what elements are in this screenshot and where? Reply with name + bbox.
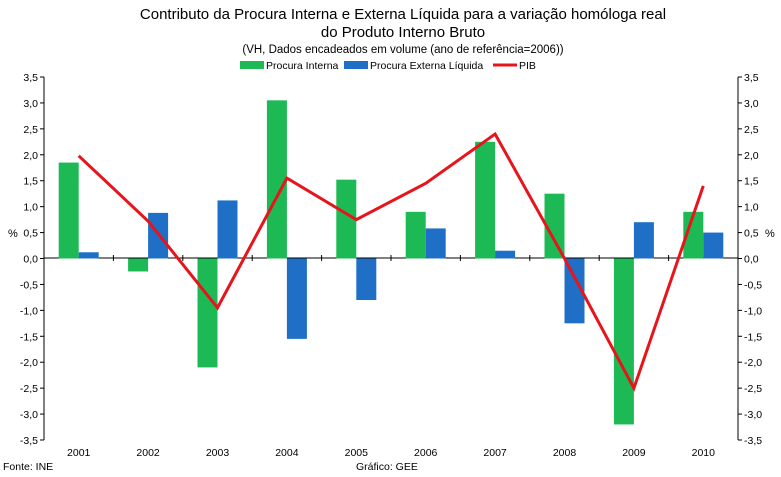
procura-externa-bar-2007 bbox=[495, 250, 516, 259]
y-tick-label-left: 2,0 bbox=[23, 150, 38, 162]
x-tick-label-2007: 2007 bbox=[483, 447, 507, 459]
y-tick-label-left: -1,0 bbox=[20, 305, 38, 317]
procura-interna-bar-2010 bbox=[683, 211, 704, 259]
y-tick-label-right: 0,5 bbox=[744, 228, 759, 240]
x-tick-label-2003: 2003 bbox=[206, 447, 230, 459]
procura-interna-bar-2004 bbox=[266, 100, 287, 259]
title-line-1: Contributo da Procura Interna e Externa … bbox=[140, 6, 666, 23]
procura-interna-bar-2003 bbox=[197, 258, 218, 368]
y-axis-label-left: % bbox=[8, 228, 18, 240]
legend-label-procura-interna: Procura Interna bbox=[266, 60, 339, 72]
y-tick-label-left: -2,0 bbox=[20, 357, 38, 369]
procura-interna-bar-2006 bbox=[405, 211, 426, 259]
x-tick-label-2006: 2006 bbox=[414, 447, 438, 459]
y-tick-label-left: 1,0 bbox=[23, 202, 38, 214]
y-tick-label-right: 3,5 bbox=[744, 72, 759, 84]
bars bbox=[58, 100, 724, 425]
y-tick-label-left: -1,5 bbox=[20, 331, 38, 343]
procura-interna-bar-2008 bbox=[544, 193, 565, 259]
y-tick-label-right: 2,5 bbox=[744, 124, 759, 136]
y-tick-label-right: -0,5 bbox=[744, 279, 762, 291]
x-tick-label-2004: 2004 bbox=[275, 447, 299, 459]
y-ticks: 3,5 3,5 3,0 3,0 2,5 2,5 2,0 2,0 1,5 1,5 1,0 1,0 0,5 0… bbox=[20, 72, 762, 447]
x-tick-label-2009: 2009 bbox=[622, 447, 646, 459]
y-tick-label-right: -3,5 bbox=[744, 435, 762, 447]
y-tick-label-left: -3,5 bbox=[20, 435, 38, 447]
y-tick-label-left: -2,5 bbox=[20, 383, 38, 395]
y-tick-label-right: -1,0 bbox=[744, 305, 762, 317]
legend-label-procura-externa-líquida: Procura Externa Líquida bbox=[370, 60, 483, 72]
y-tick-label-right: 2,0 bbox=[744, 150, 759, 162]
x-tick-label-2010: 2010 bbox=[692, 447, 716, 459]
procura-externa-bar-2004 bbox=[286, 258, 307, 339]
y-tick-label-right: -1,5 bbox=[744, 331, 762, 343]
chart-title: Contributo da Procura Interna e Externa … bbox=[140, 6, 666, 56]
y-tick-label-left: 3,5 bbox=[23, 72, 38, 84]
y-tick-label-left: 2,5 bbox=[23, 124, 38, 136]
procura-interna-bar-2005 bbox=[336, 179, 357, 259]
graph-credit: Gráfico: GEE bbox=[356, 461, 418, 473]
procura-interna-bar-2002 bbox=[128, 258, 149, 272]
x-tick-labels: 2001 2002 2003 2004 2005 2006 2007 2008 2009 2010 bbox=[67, 447, 715, 459]
y-tick-label-left: -3,0 bbox=[20, 409, 38, 421]
y-tick-label-right: 1,5 bbox=[744, 176, 759, 188]
legend-label-pib: PIB bbox=[519, 60, 536, 72]
y-tick-label-right: 1,0 bbox=[744, 202, 759, 214]
x-tick-label-2008: 2008 bbox=[553, 447, 577, 459]
procura-externa-bar-2010 bbox=[703, 232, 724, 259]
y-tick-label-left: -0,5 bbox=[20, 279, 38, 291]
procura-interna-bar-2009 bbox=[613, 258, 634, 425]
procura-interna-bar-2007 bbox=[475, 141, 496, 259]
y-tick-label-left: 1,5 bbox=[23, 176, 38, 188]
y-axis-label-right: % bbox=[765, 228, 775, 240]
procura-externa-bar-2008 bbox=[564, 258, 585, 324]
legend-swatch-procura-externa-líquida bbox=[344, 61, 368, 69]
chart-subtitle: (VH, Dados encadeados em volume (ano de … bbox=[242, 44, 563, 56]
legend-swatch-procura-interna bbox=[240, 61, 264, 69]
y-tick-label-right: -2,0 bbox=[744, 357, 762, 369]
y-tick-label-right: 3,0 bbox=[744, 98, 759, 110]
procura-externa-bar-2006 bbox=[425, 228, 446, 259]
legend: Procura Interna Procura Externa Líquida PI… bbox=[240, 60, 536, 72]
y-tick-label-right: 0,0 bbox=[744, 254, 759, 266]
source-note: Fonte: INE bbox=[3, 461, 53, 473]
y-tick-label-left: 0,0 bbox=[23, 254, 38, 266]
procura-interna-bar-2001 bbox=[58, 162, 79, 259]
y-tick-label-right: -2,5 bbox=[744, 383, 762, 395]
procura-externa-bar-2001 bbox=[78, 252, 99, 259]
procura-externa-bar-2003 bbox=[217, 200, 238, 259]
y-tick-label-left: 0,5 bbox=[23, 228, 38, 240]
procura-externa-bar-2009 bbox=[633, 222, 654, 259]
x-tick-label-2005: 2005 bbox=[345, 447, 369, 459]
x-tick-label-2002: 2002 bbox=[136, 447, 160, 459]
y-tick-label-right: -3,0 bbox=[744, 409, 762, 421]
title-line-2: do Produto Interno Bruto bbox=[321, 24, 485, 41]
x-tick-label-2001: 2001 bbox=[67, 447, 91, 459]
pib-line bbox=[77, 131, 705, 392]
pib-line-series bbox=[77, 131, 705, 392]
y-tick-label-left: 3,0 bbox=[23, 98, 38, 110]
procura-externa-bar-2005 bbox=[356, 258, 377, 300]
